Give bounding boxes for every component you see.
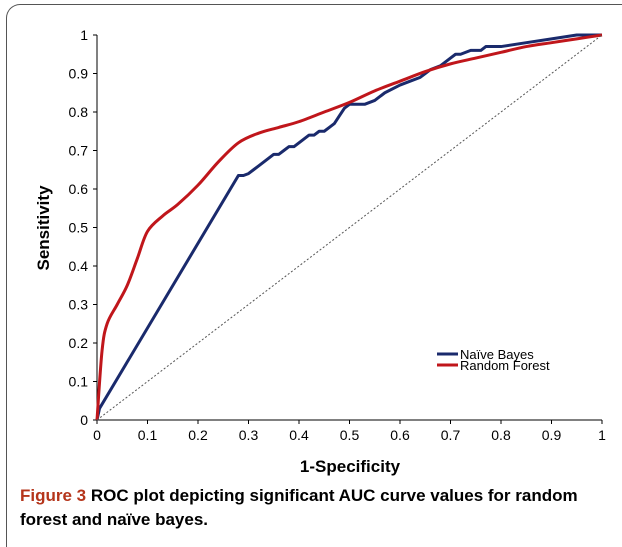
x-tick-label: 0.3 [239,427,259,443]
x-tick-label: 0.9 [542,427,562,443]
reference-diagonal-line [96,34,603,421]
y-tick-label: 1 [80,27,88,43]
x-tick-label: 0.1 [138,427,158,443]
legend: Naïve Bayes Random Forest [437,347,550,373]
series-line-random-forest [95,33,603,421]
y-tick-label: 0.1 [69,374,89,390]
x-tick-label: 0.2 [188,427,208,443]
y-tick-label: 0.9 [69,66,89,82]
figure-frame [6,4,622,547]
plot-area: 0 0.1 0.2 0.3 0.4 0.5 0.6 0.7 0.8 0.9 1 0 0.1 0.2 0.3 0… [69,27,607,443]
caption-label: Figure 3 [20,486,87,505]
legend-label-naive-bayes: Naïve Bayes [460,347,534,362]
y-axis-title: Sensitivity [34,185,53,271]
y-tick-label: 0.4 [69,258,89,274]
y-tick-label: 0.8 [69,104,89,120]
y-tick-label: 0 [80,412,88,428]
y-tick-label: 0.7 [69,143,89,159]
y-tick-label: 0.3 [69,297,89,313]
caption-text: ROC plot depicting significant AUC curve… [20,486,578,529]
x-tick-label: 0.6 [390,427,410,443]
x-tick-label: 1 [598,427,606,443]
x-tick-label: 0.5 [340,427,360,443]
x-axis-title: 1-Specificity [300,457,401,476]
x-tick-label: 0.7 [441,427,461,443]
legend-label-random-forest: Random Forest [460,358,550,373]
y-tick-label: 0.5 [69,220,89,236]
x-tick-label: 0 [93,427,101,443]
x-tick-label: 0.4 [289,427,309,443]
y-tick-label: 0.2 [69,335,89,351]
figure-caption: Figure 3 ROC plot depicting significant … [20,484,610,532]
roc-chart: 0 0.1 0.2 0.3 0.4 0.5 0.6 0.7 0.8 0.9 1 0 0.1 0.2 0.3 0… [34,27,607,476]
series-line-na-ve-bayes [95,33,602,421]
x-tick-label: 0.8 [491,427,511,443]
y-tick-label: 0.6 [69,181,89,197]
